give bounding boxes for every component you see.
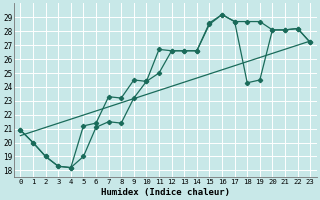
X-axis label: Humidex (Indice chaleur): Humidex (Indice chaleur) bbox=[101, 188, 230, 197]
